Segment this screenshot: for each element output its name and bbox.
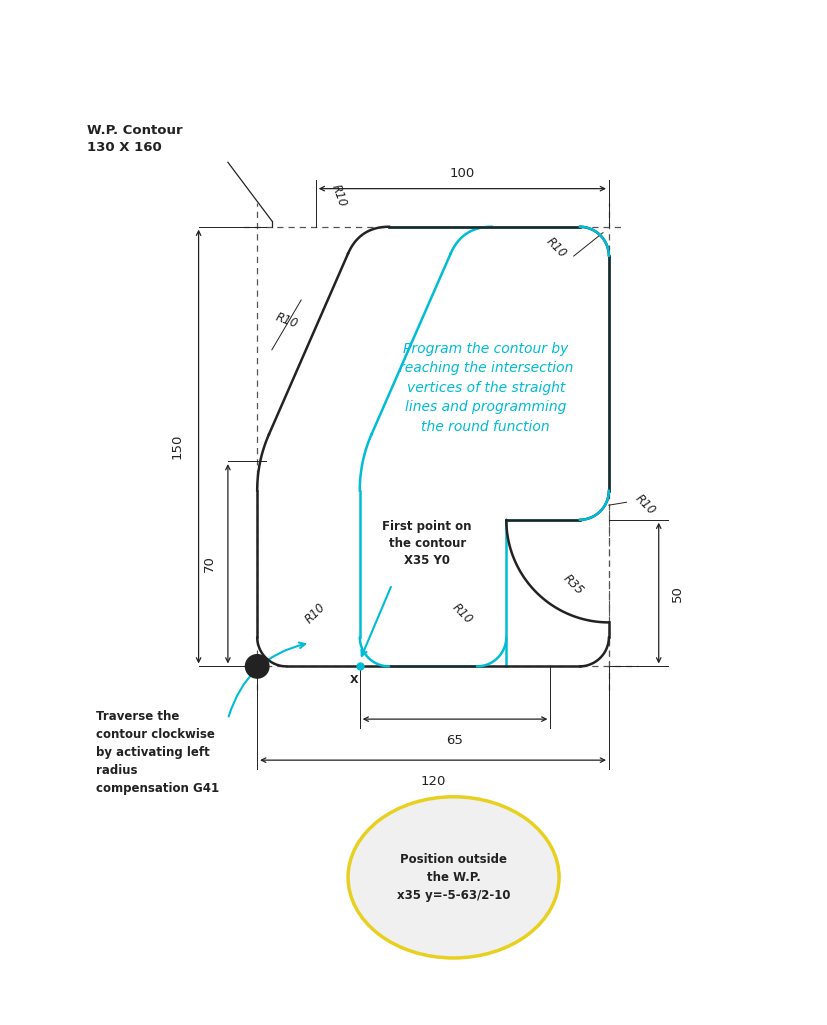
Text: W.P. Contour
130 X 160: W.P. Contour 130 X 160 [87,124,183,154]
Circle shape [245,655,269,679]
Text: R35: R35 [560,572,586,598]
Text: R10: R10 [303,601,328,626]
Text: X: X [349,675,358,685]
Text: R10: R10 [543,235,568,260]
Text: R10: R10 [632,492,657,518]
Ellipse shape [347,796,558,958]
Text: First point on
the contour
X35 Y0: First point on the contour X35 Y0 [382,520,471,567]
Text: 50: 50 [670,584,682,602]
Text: Traverse the
contour clockwise
by activating left
radius
compensation G41: Traverse the contour clockwise by activa… [96,710,219,795]
Text: R10: R10 [449,601,475,626]
Text: Program the contour by
reaching the intersection
vertices of the straight
lines : Program the contour by reaching the inte… [398,342,572,434]
Text: 150: 150 [170,434,184,459]
Text: Position outside
the W.P.
x35 y=-5-63/2-10: Position outside the W.P. x35 y=-5-63/2-… [396,853,509,902]
Text: 70: 70 [203,556,216,572]
Text: R10: R10 [273,311,299,331]
Text: 100: 100 [449,167,475,179]
Text: 65: 65 [446,734,463,747]
Text: 120: 120 [420,775,445,788]
Text: R10: R10 [329,183,349,209]
